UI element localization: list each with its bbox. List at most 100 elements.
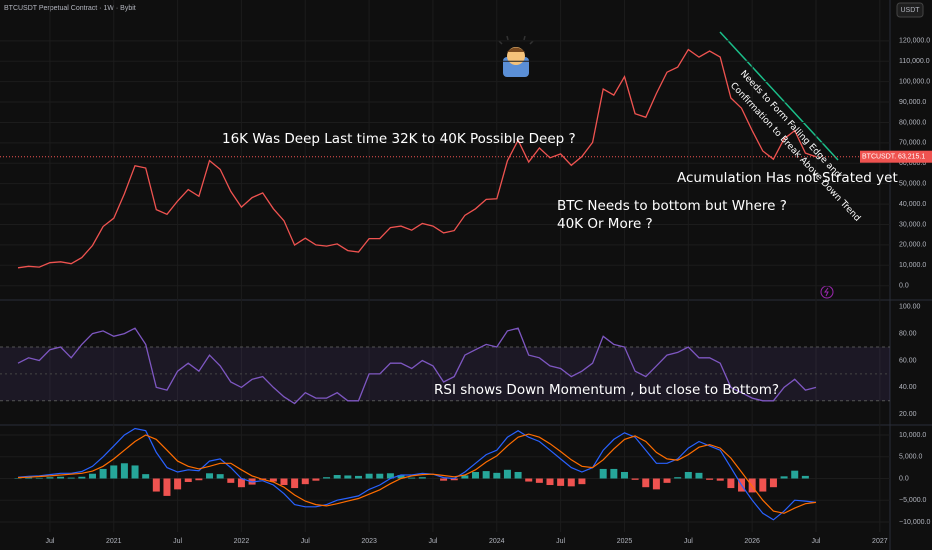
trend-line xyxy=(719,31,839,161)
y-tick-label: 120,000.0 xyxy=(899,38,930,45)
histogram-bar xyxy=(354,475,362,479)
y-tick-label: 60,000.0 xyxy=(899,160,926,167)
histogram-bar xyxy=(514,471,522,479)
series-line xyxy=(17,433,817,514)
histogram-bar xyxy=(67,477,75,479)
x-tick-label: Jul xyxy=(556,538,565,545)
histogram-bar xyxy=(195,478,203,481)
x-tick-label: Jul xyxy=(45,538,54,545)
histogram-bar xyxy=(397,475,405,479)
data-line xyxy=(17,327,817,405)
histogram-bar xyxy=(631,478,639,480)
price-tag xyxy=(896,150,932,163)
histogram-bar xyxy=(184,478,192,482)
histogram-bar xyxy=(525,478,533,482)
x-tick-label: 2026 xyxy=(744,538,760,545)
histogram-bar xyxy=(461,475,469,479)
y-tick-label: 20.00 xyxy=(899,411,917,418)
chart-title: BTCUSDT Perpetual Contract · 1W · Bybit xyxy=(4,5,136,12)
histogram-bar xyxy=(769,478,777,488)
histogram-bar xyxy=(88,473,96,479)
histogram-bar xyxy=(727,478,735,489)
annotation: RSI shows Down Momentum , but close to B… xyxy=(434,382,779,398)
y-tick-label: 80,000.0 xyxy=(899,119,926,126)
histogram-bar xyxy=(174,478,182,490)
x-tick-label: Jul xyxy=(684,538,693,545)
histogram-bar xyxy=(610,468,618,479)
histogram-bar xyxy=(535,478,543,483)
histogram-bar xyxy=(78,476,86,479)
y-tick-label: 110,000.0 xyxy=(899,58,930,65)
x-tick-label: 2027 xyxy=(872,538,888,545)
y-tick-label: 10,000.0 xyxy=(899,262,926,269)
histogram-bar xyxy=(695,472,703,479)
y-tick-label: 0.0 xyxy=(899,283,909,290)
histogram-bar xyxy=(620,471,628,479)
histogram-bar xyxy=(408,477,416,479)
histogram-bar xyxy=(791,470,799,479)
histogram-bar xyxy=(578,478,586,485)
histogram-bar xyxy=(323,477,331,479)
histogram-bar xyxy=(472,471,480,479)
data-line xyxy=(17,48,817,269)
histogram-bar xyxy=(35,477,43,479)
histogram-bar xyxy=(333,475,341,479)
histogram-bar xyxy=(57,476,65,479)
series-line xyxy=(17,427,817,521)
y-tick-label: 60.00 xyxy=(899,357,917,364)
y-tick-label: 5,000.0 xyxy=(899,454,922,461)
currency: USDT xyxy=(900,7,920,14)
annotation: Acumulation Has not Strated yet xyxy=(677,170,898,186)
y-tick-label: −5,000.0 xyxy=(899,497,927,504)
histogram-bar xyxy=(120,463,128,479)
x-tick-label: 2022 xyxy=(234,538,250,545)
annotation: BTC Needs to bottom but Where ? xyxy=(557,198,787,214)
histogram-bar xyxy=(418,477,426,479)
histogram-bar xyxy=(599,468,607,479)
histogram-bar xyxy=(110,465,118,479)
y-tick-label: 20,000.0 xyxy=(899,242,926,249)
y-tick-label: 100.00 xyxy=(899,304,921,311)
currency-box[interactable] xyxy=(896,2,924,18)
symbol: BTCUSDT.P xyxy=(862,154,901,161)
histogram-bar xyxy=(142,474,150,479)
y-tick-label: 40.00 xyxy=(899,384,917,391)
histogram-bar xyxy=(663,478,671,483)
histogram-bar xyxy=(301,478,309,485)
histogram-bar xyxy=(163,478,171,496)
y-tick-label: 90,000.0 xyxy=(899,99,926,106)
x-tick-label: 2024 xyxy=(489,538,505,545)
histogram-bar xyxy=(227,478,235,483)
histogram-bar xyxy=(642,478,650,488)
histogram-bar xyxy=(706,478,714,480)
histogram-bar xyxy=(280,478,288,486)
histogram-bar xyxy=(674,477,682,479)
histogram-bar xyxy=(652,478,660,490)
y-tick-label: 80.00 xyxy=(899,330,917,337)
histogram-bar xyxy=(269,478,277,482)
histogram-bar xyxy=(312,478,320,481)
histogram-bar xyxy=(131,465,139,479)
histogram-bar xyxy=(450,478,458,481)
x-tick-label: 2021 xyxy=(106,538,122,545)
histogram-bar xyxy=(716,478,724,481)
histogram-bar xyxy=(25,477,33,479)
y-tick-label: 10,000.0 xyxy=(899,432,926,439)
y-tick-label: 30,000.0 xyxy=(899,221,926,228)
last-price: 63,215.1 xyxy=(898,154,925,161)
y-tick-label: 40,000.0 xyxy=(899,201,926,208)
histogram-bar xyxy=(546,478,554,486)
histogram-bar xyxy=(46,477,54,479)
x-tick-label: Jul xyxy=(428,538,437,545)
histogram-bar xyxy=(344,475,352,479)
histogram-bar xyxy=(482,471,490,479)
histogram-bar xyxy=(440,478,448,481)
histogram-bar xyxy=(386,473,394,479)
histogram-bar xyxy=(291,478,299,489)
histogram-bar xyxy=(780,476,788,479)
y-tick-label: 100,000.0 xyxy=(899,78,930,85)
histogram-bar xyxy=(216,474,224,479)
annotation: 16K Was Deep Last time 32K to 40K Possib… xyxy=(222,131,576,147)
histogram-bar xyxy=(365,473,373,479)
